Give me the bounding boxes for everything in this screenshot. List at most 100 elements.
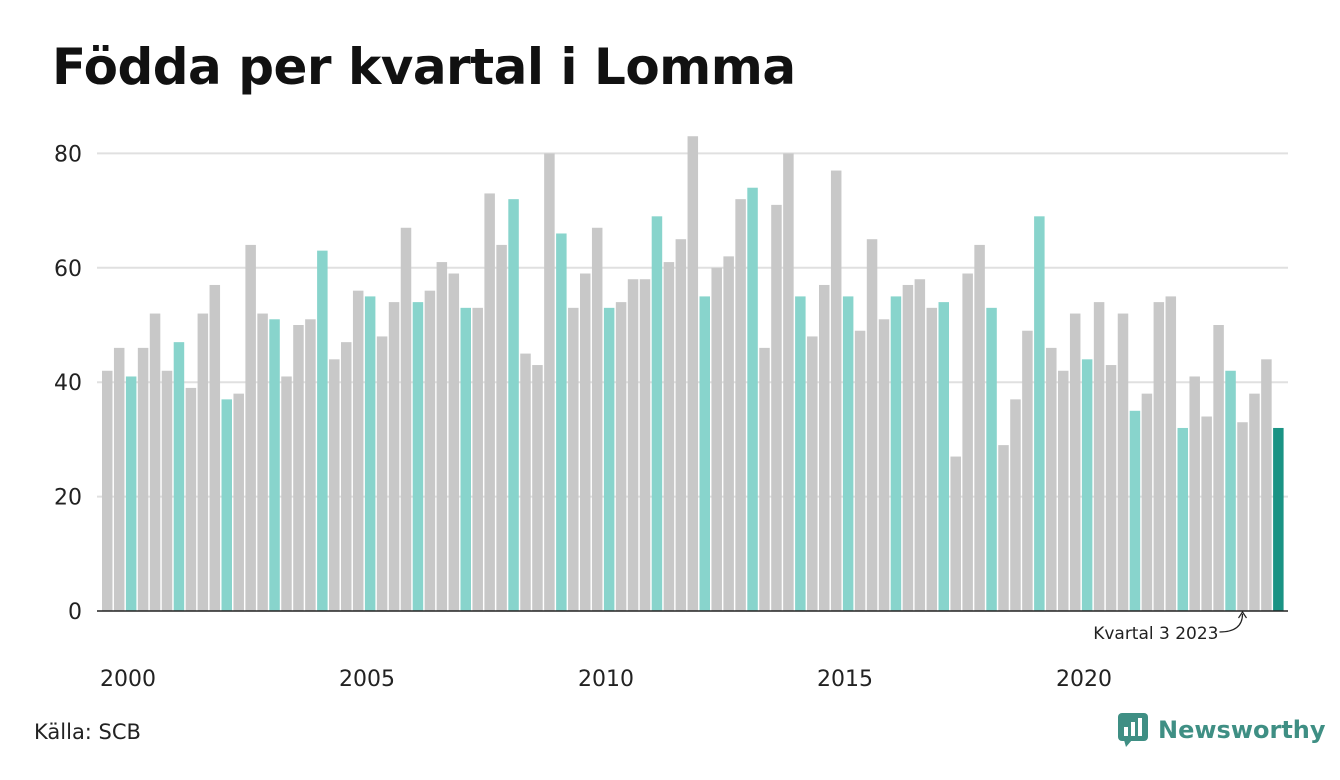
bar [436, 262, 448, 611]
bar [341, 342, 352, 611]
bar [926, 307, 938, 611]
bar [663, 262, 675, 611]
bar [998, 445, 1009, 611]
bar [269, 319, 280, 611]
bar [496, 244, 507, 612]
bar [580, 273, 591, 611]
bar [866, 239, 878, 611]
chart-title: Födda per kvartal i Lomma [52, 38, 796, 96]
bar [472, 307, 483, 611]
bar [795, 296, 806, 611]
bar [1034, 216, 1045, 611]
bar [1189, 376, 1200, 611]
x-tick-label: 2010 [578, 667, 634, 692]
bar [376, 336, 388, 611]
bar [938, 302, 949, 611]
y-tick-label: 40 [54, 371, 82, 396]
bar [113, 347, 125, 611]
bar [1213, 325, 1224, 611]
bar [281, 376, 292, 611]
bar [591, 227, 603, 611]
annotation-arrowhead [1238, 610, 1247, 619]
bar [651, 216, 663, 611]
bar [771, 204, 782, 611]
bar [556, 233, 567, 612]
bar [747, 187, 758, 611]
bar [197, 313, 209, 611]
bar [639, 279, 651, 611]
y-tick-label: 80 [54, 142, 82, 167]
bar [914, 279, 926, 611]
bar [305, 319, 316, 611]
y-axis: 0 20 40 60 80 [54, 142, 82, 625]
bar [221, 399, 232, 611]
bar-series [102, 136, 1284, 612]
bar [293, 325, 304, 611]
bar [412, 302, 424, 611]
bar [723, 256, 734, 611]
bar [245, 244, 256, 612]
bar [1177, 427, 1188, 611]
bar [1046, 347, 1057, 611]
brand-name: Newsworthy [1158, 716, 1326, 744]
bar [1069, 313, 1081, 611]
x-axis: 2000 2005 2010 2015 2020 [97, 610, 1288, 692]
x-tick-label: 2005 [339, 667, 395, 692]
newsworthy-chart-bubble-icon [1118, 713, 1148, 747]
bar [257, 313, 268, 611]
bar [986, 307, 997, 611]
bar [532, 365, 543, 611]
bar [520, 353, 531, 611]
annotation: Kvartal 3 2023 [1093, 610, 1247, 644]
bar [603, 307, 615, 611]
bar [185, 387, 197, 611]
bar [1225, 370, 1236, 611]
bar [508, 199, 519, 611]
bar [400, 227, 412, 611]
bar [364, 296, 376, 611]
bar [615, 302, 627, 611]
y-tick-label: 0 [68, 600, 82, 625]
bar [878, 319, 890, 611]
bar [1105, 365, 1117, 611]
x-tick-label: 2000 [100, 667, 156, 692]
bar [830, 170, 842, 611]
bar [352, 290, 364, 611]
bar [1153, 302, 1165, 611]
bar [388, 302, 400, 611]
y-tick-label: 20 [54, 486, 82, 511]
bar [950, 456, 961, 611]
bar [460, 307, 471, 611]
bar [854, 330, 866, 611]
annotation-label: Kvartal 3 2023 [1093, 624, 1218, 644]
bar [424, 290, 436, 611]
bar [1201, 416, 1212, 611]
bar [807, 336, 818, 611]
bar [1081, 359, 1093, 611]
bar [209, 284, 221, 611]
x-tick-label: 2020 [1056, 667, 1112, 692]
bar [448, 273, 460, 611]
bar [1261, 359, 1272, 611]
bar [233, 393, 244, 611]
bar [568, 307, 579, 611]
bar [161, 370, 173, 611]
bar [783, 153, 794, 611]
source-note: Källa: SCB [34, 720, 141, 744]
bar [102, 370, 113, 611]
bar [902, 284, 914, 611]
bar [1129, 410, 1141, 611]
bar [962, 273, 973, 611]
bar [627, 279, 639, 611]
annotation-arrow [1219, 613, 1244, 633]
bar [1117, 313, 1129, 611]
bar [125, 376, 137, 611]
bar [890, 296, 902, 611]
bar [484, 193, 495, 611]
bar [1093, 302, 1105, 611]
bar [1237, 422, 1248, 611]
bar [149, 313, 161, 611]
bar [317, 250, 328, 611]
bar-chart: 0 20 40 60 80 2000 2005 2010 2015 2020 Kvartal 3… [54, 136, 1288, 692]
y-tick-label: 60 [54, 257, 82, 282]
